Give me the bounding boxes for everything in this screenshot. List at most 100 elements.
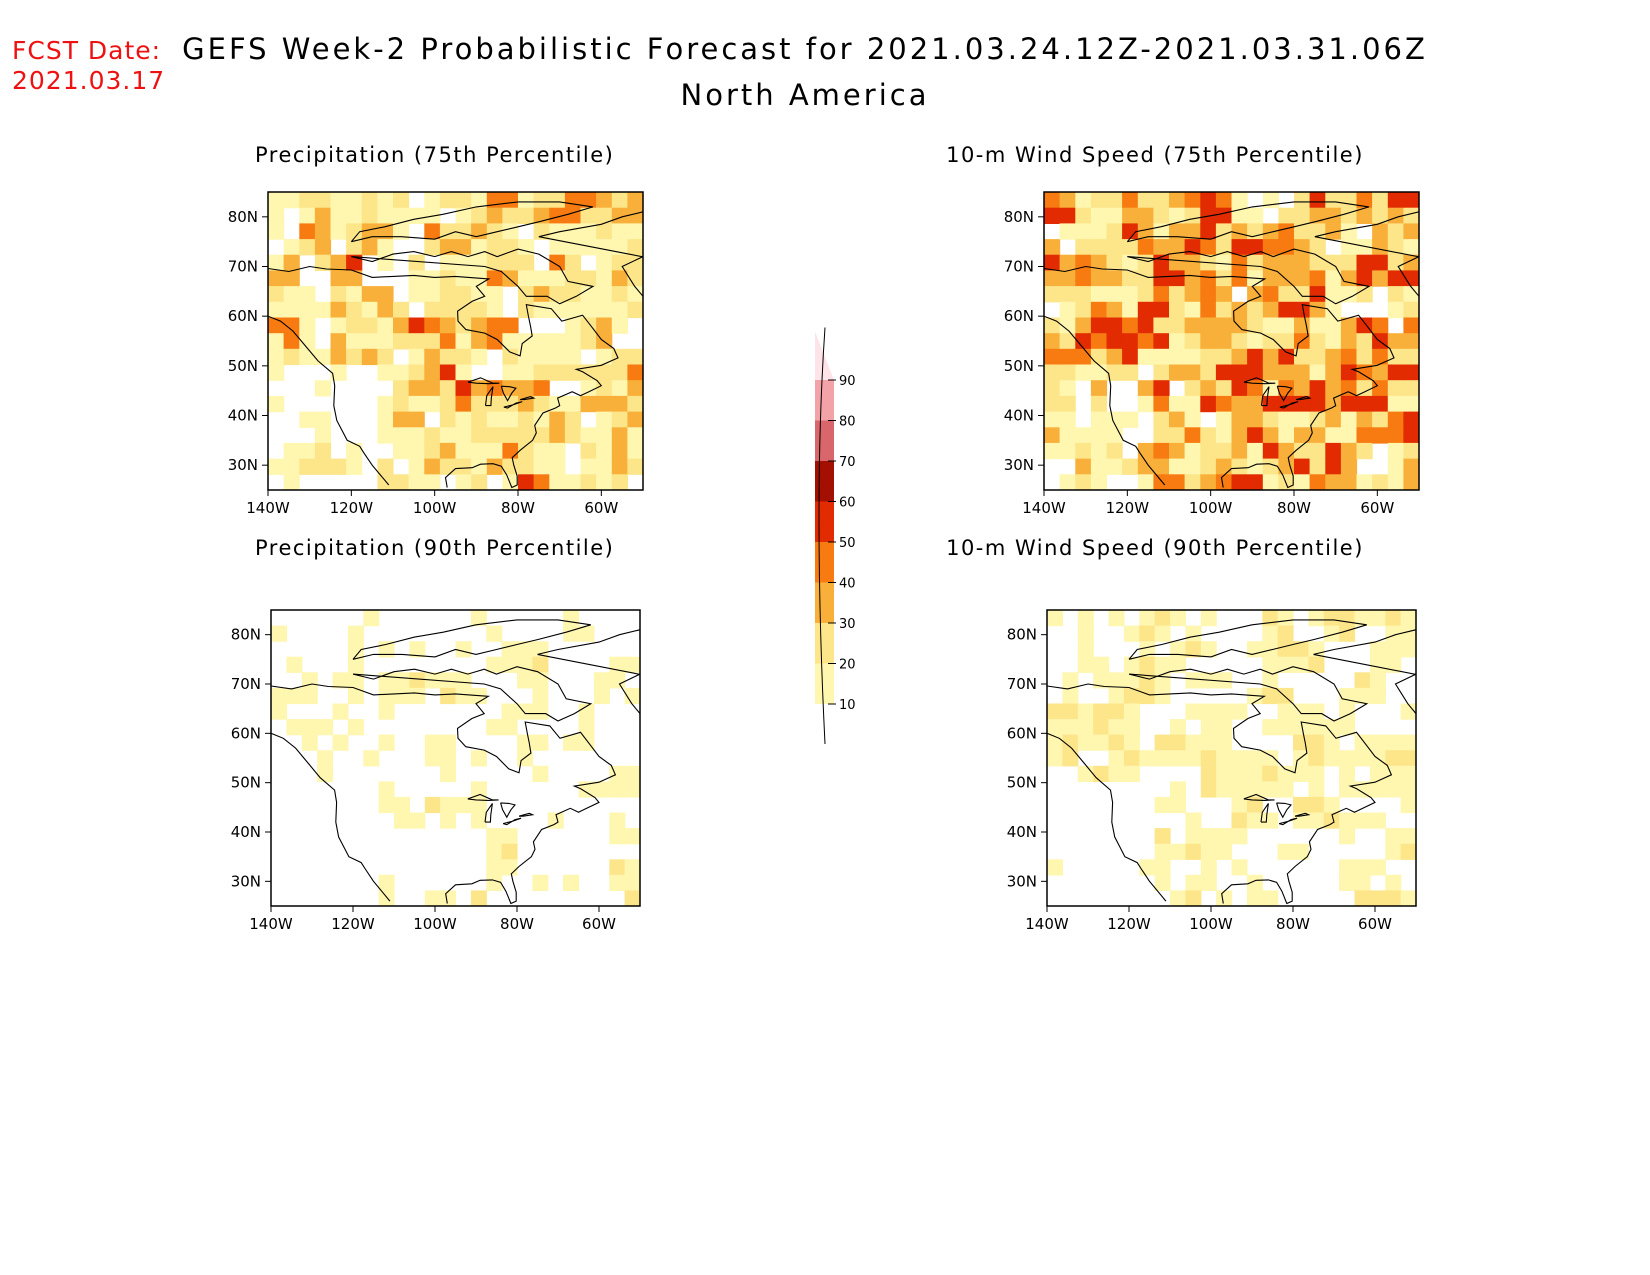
field-cell [596,427,613,444]
field-cell [439,458,457,475]
field-cell [624,859,640,876]
field-cell [1153,364,1170,381]
field-cell [596,207,613,224]
colorbar-label: 90 [839,374,856,389]
field-cell [1325,442,1342,460]
field-cell [1339,828,1356,845]
field-cell [1122,270,1139,287]
field-cell [393,442,410,460]
field-cell [1325,380,1342,397]
field-cell [1372,427,1389,444]
arctic-island [538,211,643,298]
field-cell [1137,239,1154,256]
field-cell [361,239,378,256]
field-cell [1369,859,1386,876]
field-cell [1137,348,1154,366]
field-cell [377,317,394,334]
field-cell [471,348,488,366]
field-cell [1184,270,1201,287]
field-cell [1294,364,1311,381]
field-cell [1200,301,1217,319]
field-cell [361,286,378,303]
field-cell [578,625,595,642]
field-cell [549,348,566,366]
field-cell [502,364,519,381]
field-cell [1137,474,1154,490]
field-cell [377,223,394,240]
field-cell [596,364,613,381]
field-cell [424,286,441,303]
field-cell [533,348,550,366]
field-cell [283,192,300,209]
field-cell [1044,333,1061,350]
field-cell [486,828,503,845]
field-cell [1277,641,1294,658]
field-cell [486,333,503,350]
field-cell [1122,301,1139,319]
field-cell [502,442,519,460]
great-lake [519,396,536,401]
field-cell [611,254,628,271]
coastline-west [1044,315,1166,486]
field-cell [1231,427,1248,444]
field-cell [1200,843,1217,860]
field-cell [377,411,394,428]
field-cell [1309,395,1326,413]
field-cell [1200,333,1217,350]
field-cell [1403,364,1419,381]
field-cell [424,223,441,240]
arctic-island [1314,211,1419,298]
colorbar-label: 70 [839,455,856,470]
lat-label: 70N [1007,675,1037,693]
field-cell [611,395,628,413]
field-cell [361,301,378,319]
field-cell [1372,317,1389,334]
arctic-island [352,619,591,660]
field-cell [1400,781,1416,798]
field-cell [624,828,640,845]
field-cell [1403,411,1419,428]
field-cell [1200,874,1217,891]
field-cell [1200,719,1217,736]
field-cell [1215,458,1233,475]
field-cell [1185,812,1202,829]
field-cell [347,687,364,705]
field-cell [611,317,628,334]
great-lake [1295,396,1312,401]
field-cell [1123,687,1140,705]
field-cell [580,364,597,381]
field-cell [1044,286,1061,303]
field-cell [611,223,628,240]
field-cell [1200,395,1217,413]
field-cell [283,474,300,490]
field-cell [1059,207,1076,224]
field-cell [1278,474,1295,490]
field-cell [1308,796,1325,814]
field-cell [1185,828,1202,845]
field-cell [1090,207,1108,224]
field-cell [409,672,426,689]
great-lake [1260,803,1269,823]
field-cell [611,207,628,224]
field-cell [393,474,410,490]
field-cell [1339,781,1356,798]
field-cell [549,301,566,319]
field-cell [1323,812,1340,829]
field-cell [578,703,595,720]
lon-label: 140W [249,915,293,933]
field-cell [1325,411,1342,428]
field-cell [1354,781,1371,798]
field-cell [486,317,503,334]
colorbar-outline [818,327,826,745]
field-cell [518,411,535,428]
field-cell [1323,734,1340,751]
lon-label: 100W [413,915,457,933]
field-cell [1200,192,1217,209]
field-cell [1246,750,1263,767]
field-cell [408,254,425,271]
field-cell [609,781,626,798]
field-cell [1122,223,1139,240]
field-cell [393,427,410,444]
arctic-island [1128,619,1367,660]
field-cell [455,442,472,460]
